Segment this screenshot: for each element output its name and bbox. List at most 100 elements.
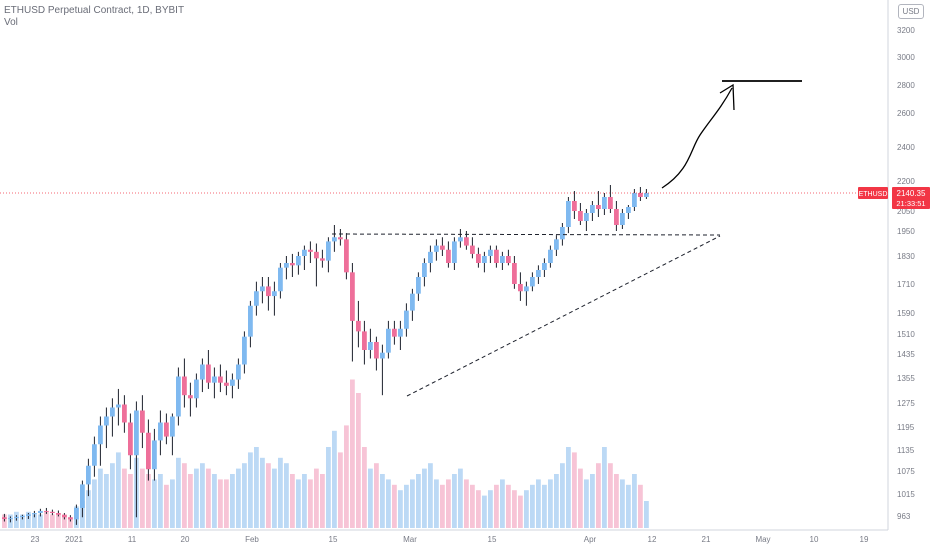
volume-bar — [476, 490, 481, 528]
candle-body — [170, 416, 175, 437]
volume-bar — [428, 463, 433, 528]
candle-body — [608, 197, 613, 209]
volume-bar — [290, 474, 295, 528]
candle-body — [296, 256, 301, 266]
volume-bar — [620, 479, 625, 528]
candle-body — [92, 444, 97, 466]
volume-bar — [32, 514, 37, 528]
candle-body — [284, 263, 289, 268]
volume-bar — [158, 474, 163, 528]
volume-bar — [596, 463, 601, 528]
candle-body — [194, 379, 199, 399]
volume-bar — [188, 474, 193, 528]
volume-bar — [434, 479, 439, 528]
time-tick-label: 21 — [702, 535, 711, 544]
volume-bar — [440, 484, 445, 528]
candle-body — [68, 517, 73, 520]
candle-body — [110, 407, 115, 417]
volume-bar — [548, 479, 553, 528]
volume-bar — [230, 474, 235, 528]
candle-body — [236, 364, 241, 380]
candle-body — [566, 201, 571, 227]
candle-body — [182, 376, 187, 396]
volume-bar — [92, 479, 97, 528]
candle-body — [518, 284, 523, 292]
candle-body — [266, 286, 271, 297]
volume-bar — [296, 479, 301, 528]
candle-body — [536, 270, 541, 277]
volume-bar — [320, 474, 325, 528]
price-tick-label: 3200 — [897, 26, 915, 35]
volume-bar — [566, 447, 571, 528]
candle-body — [230, 379, 235, 386]
volume-bar — [632, 474, 637, 528]
candle-body — [644, 193, 649, 197]
candle-body — [74, 507, 79, 520]
volume-bar — [512, 490, 517, 528]
time-tick-label: 2021 — [65, 535, 83, 544]
volume-bar — [446, 479, 451, 528]
candle-body — [488, 249, 493, 256]
volume-bar — [524, 490, 529, 528]
candle-body — [440, 245, 445, 250]
candle-body — [146, 432, 151, 470]
candle-body — [638, 193, 643, 197]
volume-bar — [116, 452, 121, 528]
candle-body — [560, 227, 565, 240]
volume-bar — [608, 463, 613, 528]
candle-body — [314, 251, 319, 259]
candle-body — [104, 416, 109, 426]
candle-body — [404, 310, 409, 329]
candle-body — [212, 376, 217, 383]
candle-body — [326, 241, 331, 261]
volume-bar — [584, 479, 589, 528]
time-tick-label: May — [755, 535, 770, 544]
candle-body — [2, 517, 7, 519]
countdown-text: 21:33:51 — [896, 199, 925, 208]
candle-body — [44, 510, 49, 512]
volume-bar — [212, 474, 217, 528]
volume-bar — [380, 474, 385, 528]
candle-body — [260, 286, 265, 292]
candle-body — [242, 336, 247, 365]
price-tick-label: 1435 — [897, 350, 915, 359]
candle-body — [320, 258, 325, 261]
candle-body — [632, 193, 637, 207]
volume-bar — [470, 484, 475, 528]
candle-body — [422, 263, 427, 277]
price-tick-label: 1075 — [897, 467, 915, 476]
volume-bar — [374, 463, 379, 528]
volume-bar — [200, 463, 205, 528]
volume-bar — [506, 484, 511, 528]
volume-bar — [536, 479, 541, 528]
volume-bar — [248, 452, 253, 528]
volume-bar — [542, 484, 547, 528]
time-tick-label: 12 — [648, 535, 657, 544]
currency-button[interactable]: USD — [898, 4, 924, 19]
candle-body — [392, 328, 397, 337]
volume-bar — [98, 468, 103, 528]
candle-body — [446, 249, 451, 263]
candle-body — [500, 256, 505, 263]
candle-body — [386, 328, 391, 353]
candle-body — [8, 518, 13, 520]
volume-bar — [122, 468, 127, 528]
volume-bar — [176, 457, 181, 528]
candle-body — [206, 364, 211, 383]
volume-bar — [302, 474, 307, 528]
volume-bar — [422, 468, 427, 528]
volume-bar — [386, 479, 391, 528]
candle-body — [176, 376, 181, 417]
volume-bar — [50, 514, 55, 528]
volume-bar — [344, 425, 349, 528]
volume-bar — [458, 468, 463, 528]
candle-body — [374, 342, 379, 359]
volume-bar — [224, 479, 229, 528]
volume-bar — [410, 479, 415, 528]
candle-body — [62, 514, 67, 518]
volume-bar — [482, 495, 487, 528]
candle-body — [272, 291, 277, 297]
candle-body — [278, 267, 283, 292]
volume-bar — [338, 452, 343, 528]
